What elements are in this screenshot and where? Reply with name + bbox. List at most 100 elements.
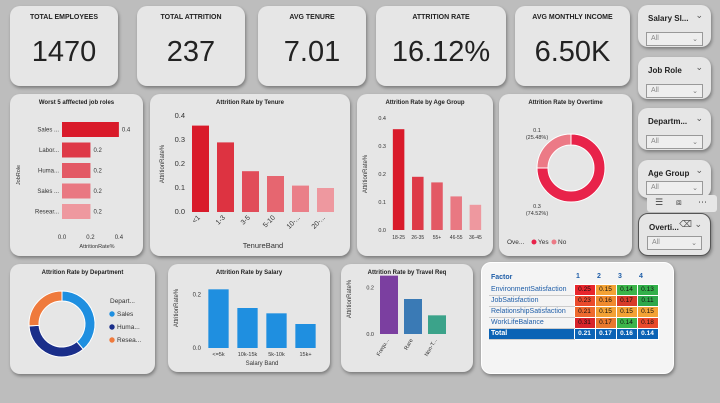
x-tick-label: Non-T... xyxy=(424,338,439,358)
y-tick-label: 0.0 xyxy=(193,346,202,352)
table-row: EnvironmentSatisfaction 0.25 0.15 0.14 0… xyxy=(489,283,659,296)
cell: 0.13 xyxy=(636,283,659,296)
chart-title: Attrition Rate by Tenure xyxy=(216,100,284,106)
x-tick-label: 10k-15k xyxy=(238,352,258,358)
y-tick-label: 0.0 xyxy=(175,207,185,216)
slicer-age-group[interactable]: Age Group ⌄ All ⌄ xyxy=(638,160,711,198)
y-tick-label: Sales ... xyxy=(37,128,59,134)
slicer-value: All xyxy=(651,35,659,42)
header-1[interactable]: 1 xyxy=(576,273,580,281)
bar xyxy=(292,185,309,212)
bar xyxy=(208,289,229,348)
bar xyxy=(428,315,446,334)
y-tick-label: 0.2 xyxy=(175,159,185,168)
more-options-icon[interactable]: ⋯ xyxy=(698,197,707,207)
chart-title: Attrition Rate by Department xyxy=(41,270,124,276)
cell: 0.15 xyxy=(594,305,617,318)
card-department: Attrition Rate by Department Depart... Sa… xyxy=(10,264,155,374)
tenure-bar-chart: 0.0 0.1 0.2 0.3 0.4 <1 1-3 3-5 5-10 10-... 20-... A… xyxy=(160,111,334,250)
kpi-value: 7.01 xyxy=(283,36,341,68)
chart-title: Attrition Rate by Age Group xyxy=(385,100,465,106)
table-header-row: Factor 1 2 3 4 xyxy=(489,270,658,284)
card-salary: Attrition Rate by Salary 0.0 0.2 <=5k 10k-1… xyxy=(168,264,330,372)
card-factor-matrix: Factor 1 2 3 4 EnvironmentSatisfaction 0… xyxy=(481,262,674,374)
x-tick-label: 36-45 xyxy=(469,235,482,241)
kpi-avg-monthly-income: AVG MONTHLY INCOME 6.50K xyxy=(515,6,630,86)
chevron-down-icon[interactable]: ⌄ xyxy=(695,62,703,72)
table-row: JobSatisfaction 0.23 0.16 0.17 0.11 xyxy=(489,294,659,307)
kpi-attrition-rate: ATTRITION RATE 16.12% xyxy=(376,6,506,86)
age-bar-chart: 0.0 0.1 0.2 0.3 0.4 18-25 26-35 55+ 46-55 36-45 At… xyxy=(363,116,482,241)
slicer-title: Departm... xyxy=(648,117,688,126)
data-label: 0.3 xyxy=(533,204,541,210)
card-worst5-job-roles: Worst 5 afffected job roles Sales ... 0.4… xyxy=(10,94,143,256)
x-tick-label: Rare xyxy=(404,338,415,351)
bar xyxy=(242,171,259,212)
cell: 0.25 xyxy=(573,283,596,296)
bar xyxy=(62,163,91,178)
slicer-value: All xyxy=(651,87,659,94)
slicer-dropdown[interactable]: All ⌄ xyxy=(647,236,702,250)
chevron-down-icon[interactable]: ⌄ xyxy=(695,165,703,175)
y-axis-title: AttritionRate% xyxy=(174,288,180,327)
x-axis-title: AttritionRate% xyxy=(79,244,114,250)
bar xyxy=(266,313,287,348)
slicer-title: Age Group xyxy=(648,169,690,178)
total-label: Total xyxy=(489,328,574,340)
header-3[interactable]: 3 xyxy=(618,273,622,281)
data-label: 0.4 xyxy=(122,128,131,134)
x-tick-label: 0.0 xyxy=(58,235,67,241)
donut-slice xyxy=(28,290,63,327)
y-tick-label: Labor... xyxy=(39,148,59,154)
x-tick-label: <1 xyxy=(191,214,202,225)
x-tick-label: 5k-10k xyxy=(268,352,285,358)
legend-item: No xyxy=(558,239,567,246)
slicer-dropdown[interactable]: All ⌄ xyxy=(646,84,703,98)
chevron-down-icon[interactable]: ⌄ xyxy=(695,10,703,20)
cell: 0.15 xyxy=(615,305,638,318)
chart-title: Worst 5 afffected job roles xyxy=(38,100,115,106)
header-4[interactable]: 4 xyxy=(639,273,643,281)
table-row: RelationshipSatisfaction 0.21 0.15 0.15 … xyxy=(489,305,659,318)
donut-slice xyxy=(61,290,96,350)
x-tick-label: 46-55 xyxy=(450,235,463,241)
dropdown-arrow-icon: ⌄ xyxy=(692,185,698,192)
overtime-donut-chart: 0.1(25.48%) 0.3(74.52%) Ove... Yes No xyxy=(507,128,606,246)
x-tick-label: 18-25 xyxy=(392,235,405,241)
x-tick-label: 1-3 xyxy=(215,214,227,226)
slicer-department[interactable]: Departm... ⌄ All ⌄ xyxy=(638,108,711,150)
slicer-dropdown[interactable]: All ⌄ xyxy=(646,181,703,195)
legend-item: Resea... xyxy=(117,337,141,344)
bar xyxy=(469,204,482,230)
kpi-avg-tenure: AVG TENURE 7.01 xyxy=(258,6,366,86)
header-2[interactable]: 2 xyxy=(597,273,601,281)
kpi-total-attrition: TOTAL ATTRITION 237 xyxy=(137,6,245,86)
card-tenure: Attrition Rate by Tenure 0.0 0.1 0.2 0.3 0.4… xyxy=(150,94,350,256)
data-label-pct: (25.48%) xyxy=(526,135,548,141)
factor-label: EnvironmentSatisfaction xyxy=(489,284,574,296)
legend-swatch xyxy=(109,311,115,317)
slicer-salary[interactable]: Salary Sl... ⌄ All ⌄ xyxy=(638,5,711,47)
slicer-dropdown[interactable]: All ⌄ xyxy=(646,135,703,149)
donut-slice xyxy=(28,324,84,358)
x-tick-label: 26-35 xyxy=(411,235,424,241)
eraser-chevron-icon[interactable]: ⌫ ⌄ xyxy=(679,219,702,229)
focus-mode-icon[interactable]: ⧈ xyxy=(676,197,682,207)
y-tick-label: 0.4 xyxy=(378,116,386,122)
slicer-value: All xyxy=(652,239,660,246)
slicer-dropdown[interactable]: All ⌄ xyxy=(646,32,703,46)
cell: 0.17 xyxy=(594,316,617,329)
legend-swatch xyxy=(551,239,557,245)
chevron-down-icon[interactable]: ⌄ xyxy=(695,113,703,123)
factor-matrix-table: Factor 1 2 3 4 EnvironmentSatisfaction 0… xyxy=(489,270,659,340)
slicer-job-role[interactable]: Job Role ⌄ All ⌄ xyxy=(638,57,711,99)
cell: 0.14 xyxy=(636,327,659,340)
card-overtime: Attrition Rate by Overtime 0.1 (25.48%) 0.… xyxy=(499,94,632,256)
department-donut-chart: Depart... Sales Huma... Resea... xyxy=(28,290,141,358)
bar xyxy=(450,196,462,230)
slicer-overtime[interactable]: Overti... ⌫ ⌄ All ⌄ xyxy=(638,213,711,256)
header-factor[interactable]: Factor xyxy=(491,273,513,281)
filter-icon[interactable]: ☰ xyxy=(655,197,664,207)
legend-title: Ove... xyxy=(507,239,525,246)
cell: 0.17 xyxy=(594,327,617,340)
